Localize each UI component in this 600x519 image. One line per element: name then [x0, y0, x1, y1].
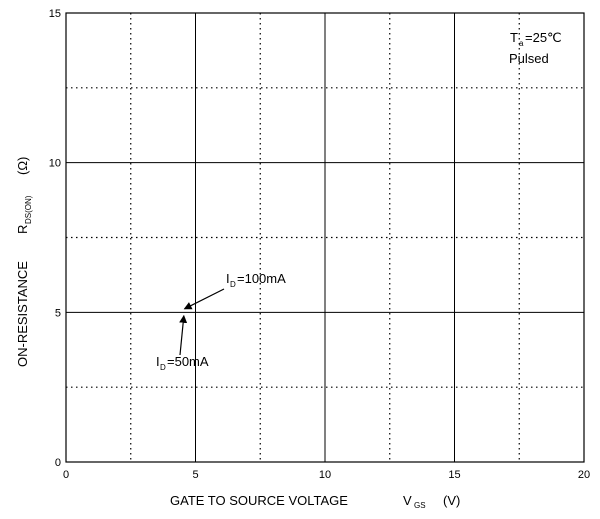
- annotation-id-100ma: I D =100mA: [226, 271, 286, 289]
- conditions-box: T a =25℃ Pulsed: [509, 30, 562, 66]
- x-axis-label-text: GATE TO SOURCE VOLTAGE: [170, 493, 348, 508]
- y-axis-unit: (Ω): [15, 157, 30, 175]
- y-tick-label: 5: [55, 307, 61, 319]
- x-axis-unit: (V): [443, 493, 460, 508]
- x-tick-label: 20: [578, 469, 590, 481]
- grid: [66, 13, 584, 462]
- svg-text:D: D: [160, 363, 166, 372]
- svg-text:I: I: [156, 354, 160, 369]
- y-axis-label-group: ON-RESISTANCE R DS(ON) (Ω): [15, 157, 33, 367]
- condition-temp-sub: a: [519, 39, 524, 48]
- annotation-id-50ma: I D =50mA: [156, 354, 209, 372]
- svg-text:D: D: [230, 280, 236, 289]
- annotation-arrow-50ma: [179, 314, 188, 356]
- y-tick-label: 15: [49, 8, 61, 20]
- x-axis-symbol-sub: GS: [414, 501, 426, 510]
- y-tick-label: 0: [55, 457, 61, 469]
- x-tick-label: 10: [319, 469, 331, 481]
- x-axis-symbol: V: [403, 493, 412, 508]
- x-tick-label: 5: [192, 469, 198, 481]
- tick-labels: 0 5 10 15 20 0 5 10 15: [49, 8, 590, 481]
- annotation-arrow-100ma: [183, 288, 225, 310]
- x-tick-label: 15: [448, 469, 460, 481]
- x-axis-label: GATE TO SOURCE VOLTAGE: [170, 493, 348, 508]
- y-axis-symbol-sub: DS(ON): [24, 195, 33, 224]
- svg-text:=100mA: =100mA: [237, 271, 286, 286]
- svg-text:=50mA: =50mA: [167, 354, 209, 369]
- y-axis-label: ON-RESISTANCE: [15, 261, 30, 367]
- condition-temp-main: T: [510, 30, 518, 45]
- y-axis-symbol: R: [15, 225, 30, 234]
- x-tick-label: 0: [63, 469, 69, 481]
- y-tick-label: 10: [49, 158, 61, 170]
- svg-text:I: I: [226, 271, 230, 286]
- plot-frame: [65, 12, 585, 463]
- condition-pulsed: Pulsed: [509, 51, 549, 66]
- condition-temp-value: =25℃: [525, 30, 562, 45]
